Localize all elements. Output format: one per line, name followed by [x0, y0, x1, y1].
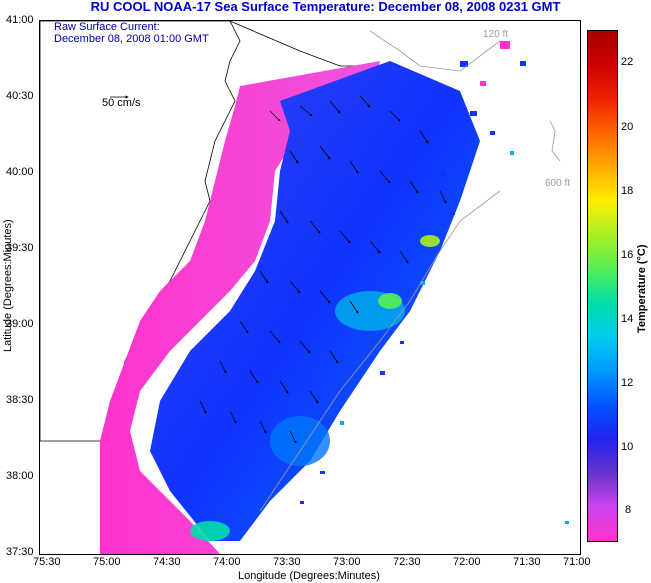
y-tick: 39:00	[6, 318, 34, 330]
sst-map	[39, 20, 581, 555]
isobath-120	[369, 30, 501, 72]
colorbar-tick: 16	[621, 249, 634, 261]
offshore-pixels	[300, 41, 569, 524]
colorbar-tick: 20	[621, 121, 634, 133]
isobath-600-label: 600 ft	[545, 178, 571, 189]
current-timestamp: December 08, 2008 01:00 GMT	[54, 33, 209, 45]
coastal-cold-band	[100, 61, 380, 554]
isobath-600	[259, 190, 501, 512]
x-tick: 71:00	[563, 556, 591, 568]
current-vectors	[199, 95, 447, 444]
x-tick: 74:30	[153, 556, 181, 568]
colorbar-tick: 22	[621, 56, 634, 68]
y-tick: 41:00	[6, 14, 34, 26]
colorbar-tick: 12	[621, 377, 634, 389]
sst-map-svg	[40, 21, 569, 554]
x-tick: 75:00	[93, 556, 121, 568]
y-tick: 40:30	[6, 90, 34, 102]
x-tick: 71:30	[513, 556, 541, 568]
temperature-colorbar	[587, 30, 618, 542]
x-tick: 74:00	[213, 556, 241, 568]
x-tick: 73:00	[333, 556, 361, 568]
y-tick: 38:00	[6, 470, 34, 482]
scale-label: 50 cm/s	[102, 97, 141, 109]
y-tick: 37:30	[6, 546, 34, 558]
x-tick: 75:30	[33, 556, 61, 568]
colorbar-label: Temperature (°C)	[636, 244, 648, 333]
x-tick: 73:30	[273, 556, 301, 568]
y-tick: 38:30	[6, 394, 34, 406]
map-title: RU COOL NOAA-17 Sea Surface Temperature:…	[90, 0, 561, 14]
x-axis-label: Longitude (Degrees:Minutes)	[238, 570, 380, 582]
isobath-120-label: 120 ft	[483, 29, 509, 40]
x-tick: 72:30	[393, 556, 421, 568]
y-tick: 39:30	[6, 242, 34, 254]
colorbar-tick: 14	[621, 313, 634, 325]
sea-surface	[150, 61, 480, 541]
colorbar-tick: 8	[625, 504, 632, 516]
y-tick: 40:00	[6, 166, 34, 178]
x-tick: 72:00	[453, 556, 481, 568]
y-axis-label: Latitude (Degrees:Minutes)	[2, 219, 14, 352]
colorbar-tick: 10	[621, 441, 634, 453]
current-label: Raw Surface Current:	[54, 21, 160, 33]
colorbar-tick: 18	[621, 185, 634, 197]
